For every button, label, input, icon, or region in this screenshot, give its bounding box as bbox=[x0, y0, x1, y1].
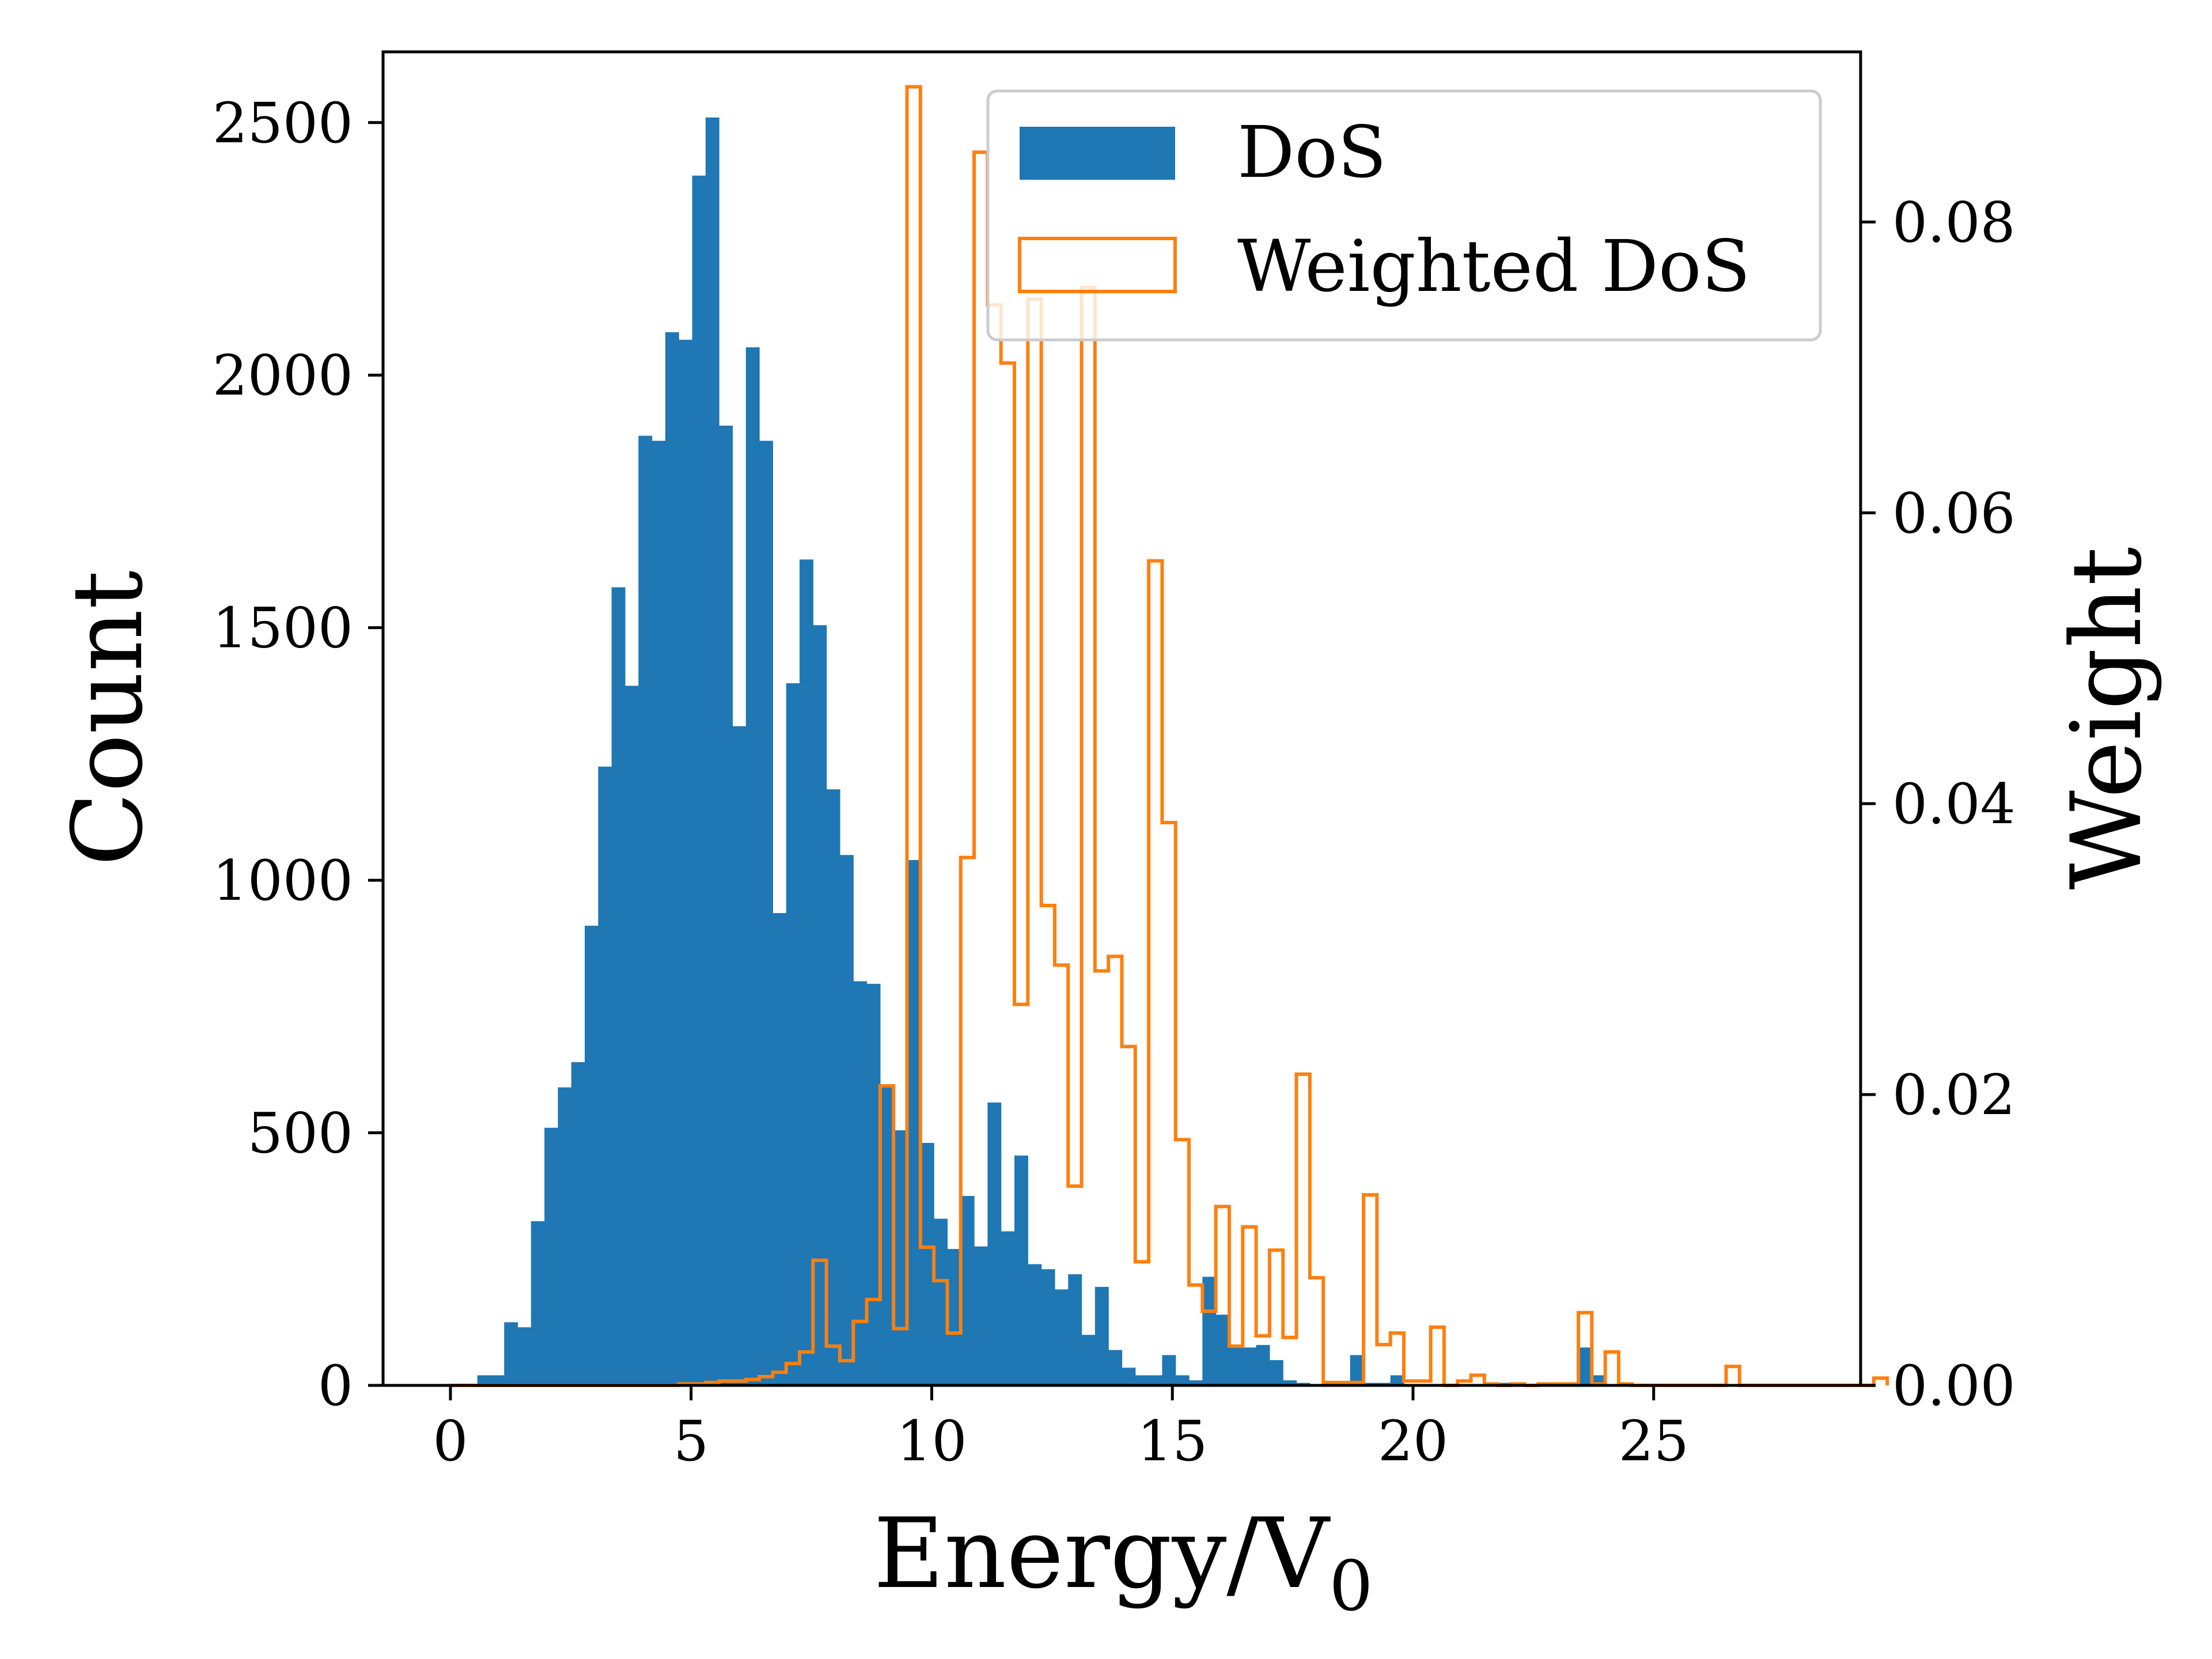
dos-bar bbox=[638, 435, 653, 1386]
dos-bar bbox=[477, 1375, 491, 1385]
dos-bar bbox=[1122, 1368, 1136, 1385]
dos-bar bbox=[544, 1127, 559, 1385]
legend-box bbox=[986, 89, 1822, 342]
dos-bar bbox=[1108, 1350, 1123, 1385]
dos-bar bbox=[1001, 1231, 1015, 1385]
dos-bar bbox=[517, 1327, 532, 1385]
dos-bar bbox=[866, 983, 881, 1385]
y-right-tick-label: 0.08 bbox=[1892, 190, 2016, 255]
dos-bar bbox=[490, 1375, 505, 1385]
dos-bar bbox=[839, 855, 854, 1385]
dos-bar bbox=[1578, 1347, 1592, 1385]
dos-bar bbox=[1041, 1269, 1055, 1385]
dos-bar bbox=[1189, 1380, 1203, 1385]
dos-bar bbox=[786, 683, 800, 1385]
dos-bars bbox=[464, 118, 1633, 1386]
dos-bar bbox=[1256, 1344, 1270, 1385]
dos-bar bbox=[826, 789, 840, 1385]
dos-bar bbox=[813, 625, 827, 1385]
dos-bar bbox=[987, 1102, 1002, 1385]
dos-bar bbox=[853, 981, 868, 1385]
dos-bar bbox=[719, 425, 733, 1385]
dos-bar bbox=[1014, 1156, 1028, 1385]
dos-bar bbox=[1243, 1347, 1257, 1385]
dos-bar bbox=[1149, 1375, 1163, 1385]
x-tick-label: 20 bbox=[1378, 1409, 1448, 1474]
x-tick-label: 5 bbox=[673, 1409, 709, 1474]
dos-bar bbox=[1283, 1380, 1297, 1385]
dos-bar bbox=[1081, 1335, 1096, 1385]
dos-bar bbox=[585, 926, 599, 1385]
dos-bar bbox=[665, 332, 679, 1386]
x-axis-title-main: Energy/V bbox=[873, 1497, 1331, 1610]
dos-bar bbox=[1054, 1289, 1069, 1385]
dos-bar bbox=[1175, 1375, 1190, 1385]
dos-bar bbox=[1229, 1347, 1243, 1385]
dos-bar bbox=[1162, 1355, 1176, 1385]
dos-bar bbox=[960, 1196, 975, 1385]
y-right-axis-title: Weight bbox=[2050, 547, 2163, 889]
y-right-tick-label: 0.06 bbox=[1892, 481, 2016, 546]
legend-label-dos: DoS bbox=[1237, 111, 1387, 194]
dos-bar bbox=[1028, 1264, 1042, 1385]
dos-bar bbox=[625, 685, 639, 1385]
plot-frame bbox=[381, 50, 1862, 1387]
y-right-tick-label: 0.00 bbox=[1892, 1354, 2016, 1418]
y-right-tick-label: 0.02 bbox=[1892, 1063, 2016, 1127]
y-left-tick-label: 2000 bbox=[213, 343, 353, 408]
dos-bar bbox=[692, 175, 706, 1385]
dos-bar bbox=[893, 1130, 908, 1385]
y-right-axis-ticks: 0.00 0.02 0.04 0.06 0.08 bbox=[1861, 190, 2016, 1418]
y-right-tick-label: 0.04 bbox=[1892, 772, 2016, 836]
dos-bar bbox=[732, 726, 747, 1385]
dos-bar bbox=[974, 1246, 988, 1385]
dos-bar bbox=[1135, 1375, 1149, 1385]
y-left-tick-label: 1000 bbox=[213, 849, 353, 913]
dos-bar bbox=[745, 347, 760, 1385]
dos-bar bbox=[705, 118, 719, 1385]
x-axis-title-subscript: 0 bbox=[1329, 1547, 1373, 1627]
x-tick-label: 25 bbox=[1619, 1409, 1689, 1474]
dos-bar bbox=[1202, 1277, 1217, 1385]
legend-label-weighted-dos: Weighted DoS bbox=[1237, 225, 1751, 308]
dos-bar bbox=[611, 587, 626, 1385]
legend-swatch-weighted-dos bbox=[1018, 237, 1177, 293]
x-axis-title: Energy/V0 bbox=[873, 1497, 1373, 1627]
dos-bar bbox=[679, 339, 693, 1385]
weighted-dos-step-line bbox=[450, 85, 1889, 1387]
dos-bar bbox=[800, 559, 813, 1385]
y-left-tick-label: 2500 bbox=[213, 91, 353, 156]
x-tick-label: 0 bbox=[433, 1409, 468, 1474]
dos-bar bbox=[504, 1322, 518, 1385]
y-left-tick-label: 0 bbox=[318, 1354, 353, 1418]
x-axis-ticks: 0 5 10 15 20 25 bbox=[433, 1385, 1689, 1474]
dos-bar bbox=[934, 1218, 948, 1386]
dos-bar bbox=[880, 1085, 894, 1385]
dos-bar bbox=[1068, 1274, 1082, 1385]
dos-bar bbox=[759, 441, 774, 1386]
dos-bar bbox=[1269, 1360, 1283, 1385]
y-left-axis-ticks: 0 500 1000 1500 2000 2500 bbox=[213, 91, 383, 1418]
y-left-axis-title: Count bbox=[51, 570, 164, 866]
dos-bar bbox=[558, 1087, 572, 1385]
dos-bar bbox=[920, 1143, 934, 1385]
dos-bar bbox=[531, 1221, 545, 1385]
y-left-tick-label: 500 bbox=[248, 1101, 353, 1166]
dos-bar bbox=[1215, 1315, 1230, 1385]
y-left-tick-label: 1500 bbox=[213, 596, 353, 661]
dos-bar bbox=[1350, 1355, 1364, 1385]
x-tick-label: 10 bbox=[896, 1409, 967, 1474]
dos-bar bbox=[571, 1062, 585, 1385]
dos-bar bbox=[772, 913, 787, 1385]
dos-bar bbox=[652, 441, 666, 1386]
dos-bar bbox=[598, 766, 612, 1385]
dos-bar bbox=[1390, 1375, 1404, 1385]
x-tick-label: 15 bbox=[1137, 1409, 1207, 1474]
dos-bar bbox=[907, 860, 921, 1385]
dos-bar bbox=[947, 1249, 961, 1385]
legend: DoS Weighted DoS bbox=[986, 89, 1822, 342]
dos-bar bbox=[1094, 1287, 1109, 1385]
legend-swatch-dos bbox=[1020, 127, 1175, 180]
